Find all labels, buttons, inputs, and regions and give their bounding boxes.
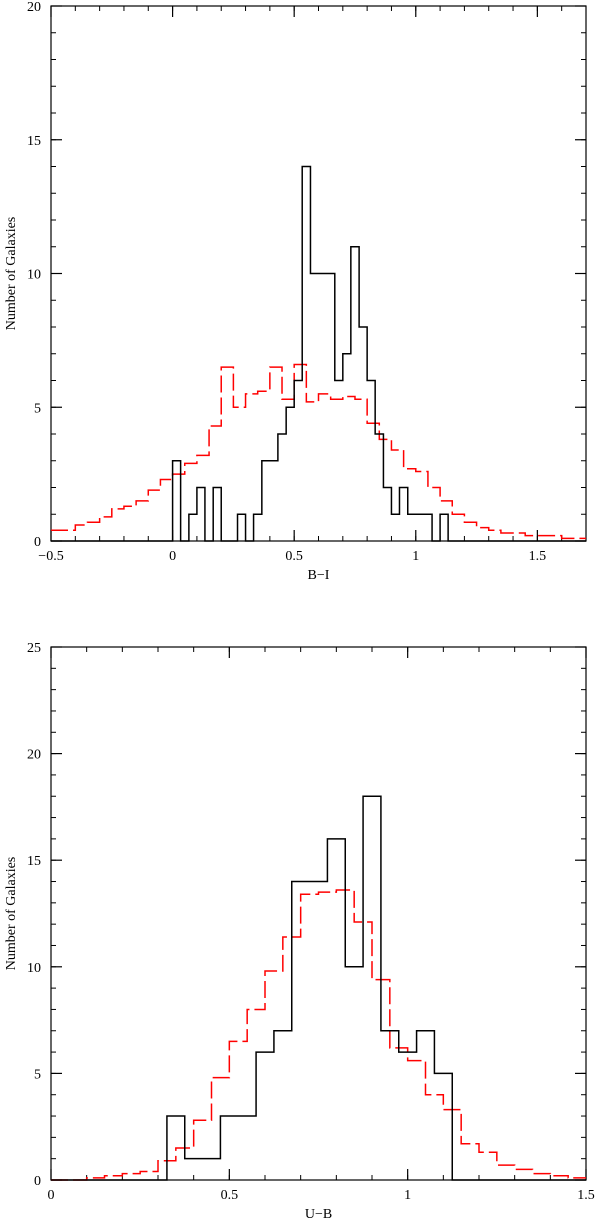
y-tick-label: 0 xyxy=(34,535,41,550)
x-tick-label: 0 xyxy=(48,1188,55,1203)
x-tick-label: 1.5 xyxy=(577,1188,595,1203)
red-dashed-histogram xyxy=(51,363,586,540)
x-tick-label: 0.5 xyxy=(285,549,303,564)
x-tick-label: 1 xyxy=(412,549,419,564)
x-tick-label: 1.5 xyxy=(529,549,547,564)
panel-u-b-histogram: 0 0.5 1 1.5 0 5 10 15 20 25 U−B Number of Galaxies xyxy=(4,641,595,1222)
black-solid-histogram xyxy=(51,165,586,542)
y-axis-label: Number of Galaxies xyxy=(4,217,19,331)
y-tick-label: 15 xyxy=(27,854,41,869)
x-tick-label: 0.5 xyxy=(221,1188,239,1203)
black-solid-histogram xyxy=(51,795,586,1181)
y-axis-label: Number of Galaxies xyxy=(4,857,19,971)
y-tick-label: 10 xyxy=(27,268,41,283)
x-tick-label: 0 xyxy=(169,549,176,564)
x-tick-label: 1 xyxy=(404,1188,411,1203)
y-tick-label: 15 xyxy=(27,134,41,149)
y-tick-label: 25 xyxy=(27,641,41,656)
y-tick-label: 5 xyxy=(34,1067,41,1082)
y-tick-label: 20 xyxy=(27,0,41,15)
x-axis-label: U−B xyxy=(305,1207,332,1222)
y-tick-label: 10 xyxy=(27,961,41,976)
y-tick-label: 5 xyxy=(34,401,41,416)
y-tick-label: 20 xyxy=(27,748,41,763)
red-dashed-histogram xyxy=(51,889,586,1181)
plot-frame xyxy=(50,646,587,1181)
y-tick-label: 0 xyxy=(34,1174,41,1189)
x-axis-label: B−I xyxy=(308,568,330,583)
x-tick-label: −0.5 xyxy=(38,549,63,564)
